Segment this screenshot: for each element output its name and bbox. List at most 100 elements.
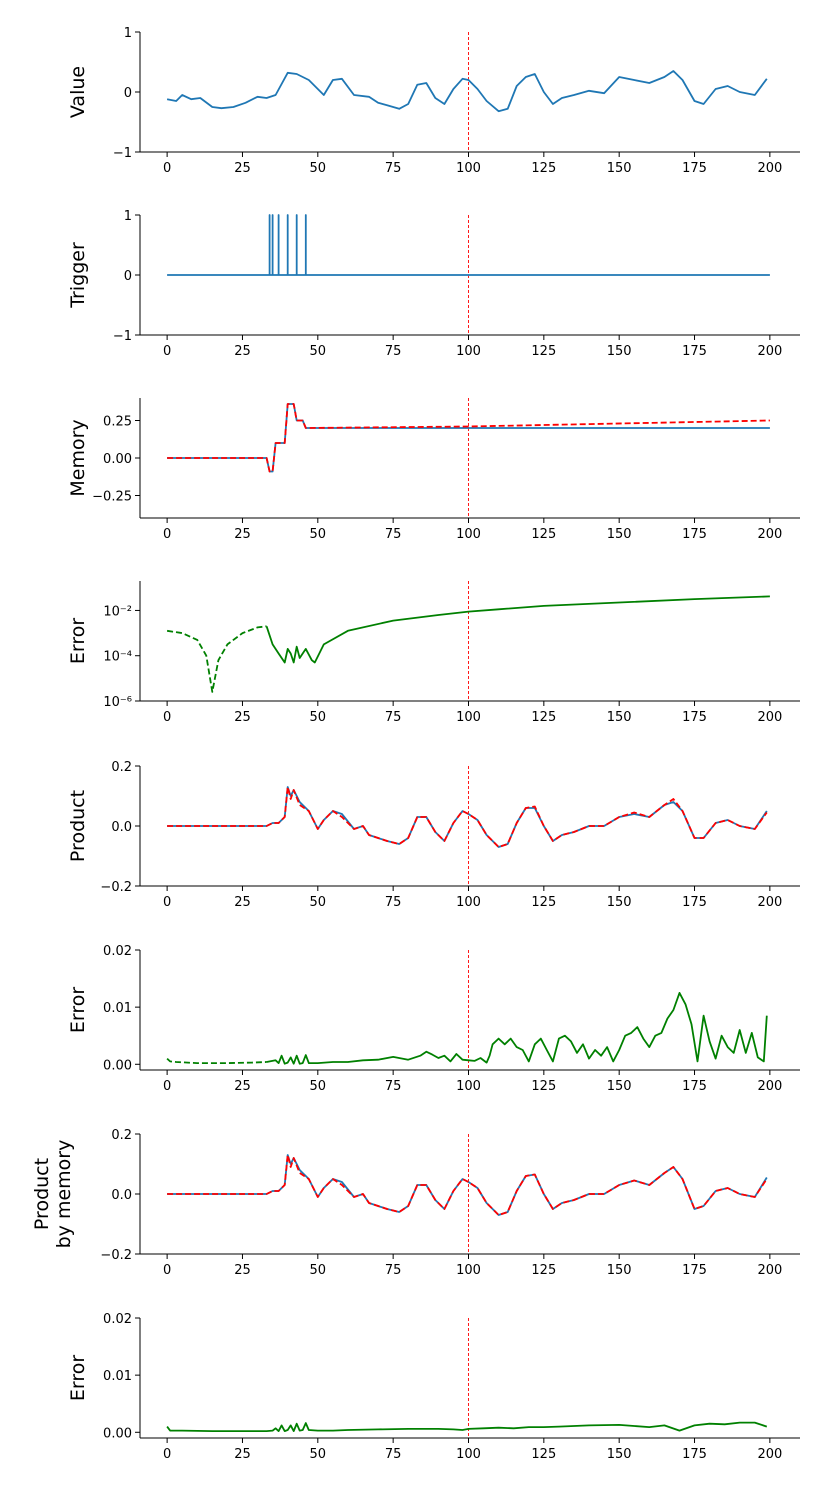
panel-trigger: 0 25 50 75 100 125 150 175 200 −1 0 1 Trigger [67, 209, 800, 359]
x-tick-label: 50 [310, 344, 327, 359]
y-axis-label: Product [67, 790, 89, 862]
x-tick-label: 125 [531, 710, 556, 725]
x-tick-label: 200 [757, 161, 782, 176]
x-tick-label: 200 [757, 1079, 782, 1094]
x-tick-label: 0 [163, 1079, 171, 1094]
x-tick-label: 150 [607, 344, 632, 359]
x-tick-label: 125 [531, 527, 556, 542]
x-tick-label: 200 [757, 1263, 782, 1278]
series-line-error-before [166, 1057, 267, 1064]
x-tick-label: 125 [531, 1263, 556, 1278]
x-tick-label: 25 [234, 710, 251, 725]
x-tick-label: 100 [456, 710, 481, 725]
y-tick-label: 0.2 [111, 760, 132, 775]
series-line-product-by-memory [167, 1154, 768, 1216]
x-tick-label: 0 [163, 1447, 171, 1462]
x-tick-label: 100 [456, 344, 481, 359]
panel-memory: 0 25 50 75 100 125 150 175 200 −0.25 0.00 0.25 Memor… [67, 398, 800, 542]
x-tick-label: 25 [234, 344, 251, 359]
y-tick-label: 0.2 [111, 1128, 132, 1143]
x-tick-label: 75 [385, 1263, 402, 1278]
y-tick-label: −1 [113, 329, 132, 344]
x-tick-label: 150 [607, 527, 632, 542]
series-line-trigger [167, 214, 770, 276]
x-tick-label: 150 [607, 710, 632, 725]
x-tick-label: 150 [607, 1263, 632, 1278]
y-tick-label: 10⁻⁶ [103, 695, 132, 710]
y-tick-label: 10⁻⁴ [103, 650, 132, 665]
series-line-error-after [265, 595, 770, 664]
x-tick-label: 100 [456, 161, 481, 176]
series-line-target [167, 1154, 768, 1216]
panel-product: 0 25 50 75 100 125 150 175 200 −0.2 0.0 0.2 Product [67, 760, 800, 910]
y-axis-label: Error [67, 1355, 89, 1402]
x-tick-label: 75 [385, 1079, 402, 1094]
x-tick-label: 100 [456, 895, 481, 910]
x-tick-label: 125 [531, 161, 556, 176]
x-tick-label: 175 [682, 1447, 707, 1462]
y-tick-label: 0.02 [103, 944, 132, 959]
x-tick-label: 175 [682, 527, 707, 542]
x-tick-label: 175 [682, 161, 707, 176]
x-tick-label: 175 [682, 895, 707, 910]
y-tick-label: 10⁻² [103, 604, 132, 619]
series-line-target [167, 403, 770, 473]
x-tick-label: 175 [682, 344, 707, 359]
x-tick-label: 125 [531, 1079, 556, 1094]
x-tick-label: 25 [234, 161, 251, 176]
x-tick-label: 0 [163, 527, 171, 542]
y-tick-label: 0.0 [111, 820, 132, 835]
x-tick-label: 0 [163, 710, 171, 725]
y-tick-label: 0.0 [111, 1188, 132, 1203]
x-tick-label: 75 [385, 1447, 402, 1462]
y-tick-label: 1 [124, 209, 132, 224]
x-tick-label: 50 [310, 1263, 327, 1278]
x-tick-label: 50 [310, 895, 327, 910]
y-tick-label: 0 [124, 269, 132, 284]
series-line-value [166, 70, 768, 113]
x-tick-label: 100 [456, 1079, 481, 1094]
x-tick-label: 150 [607, 1447, 632, 1462]
y-tick-label: 0.00 [103, 1426, 132, 1441]
panel-value: 0 25 50 75 100 125 150 175 200 −1 0 1 Value [67, 26, 800, 176]
x-tick-label: 25 [234, 895, 251, 910]
x-tick-label: 75 [385, 527, 402, 542]
y-tick-label: 0.00 [103, 1058, 132, 1073]
y-axis-label: Memory [67, 419, 89, 496]
y-tick-label: 0.25 [103, 415, 132, 430]
x-tick-label: 150 [607, 895, 632, 910]
panel-product-memory: 0 25 50 75 100 125 150 175 200 −0.2 0.0 0.2 Product b… [31, 1128, 800, 1278]
y-tick-label: −0.2 [100, 1248, 132, 1263]
x-tick-label: 100 [456, 1447, 481, 1462]
y-axis-label: Error [67, 618, 89, 665]
y-tick-label: 1 [124, 26, 132, 41]
panel-error2: 0 25 50 75 100 125 150 175 200 0.00 0.01 0.02 Error [67, 944, 800, 1094]
x-tick-label: 100 [456, 527, 481, 542]
x-tick-label: 0 [163, 161, 171, 176]
x-tick-label: 75 [385, 710, 402, 725]
x-tick-label: 150 [607, 1079, 632, 1094]
series-line-error-before [166, 625, 267, 693]
x-tick-label: 50 [310, 710, 327, 725]
x-tick-label: 25 [234, 527, 251, 542]
y-tick-label: 0.01 [103, 1001, 132, 1016]
y-axis-label: Error [67, 987, 89, 1034]
x-tick-label: 125 [531, 1447, 556, 1462]
y-axis-label: Value [67, 66, 89, 118]
panel-error1: 0 25 50 75 100 125 150 175 200 10⁻⁶ 10⁻⁴ 10⁻² Error [67, 581, 800, 725]
x-tick-label: 200 [757, 710, 782, 725]
y-axis-label: by memory [53, 1140, 75, 1249]
y-tick-label: −0.25 [92, 490, 132, 505]
x-tick-label: 200 [757, 527, 782, 542]
series-line-target [167, 786, 768, 848]
y-tick-label: −0.2 [100, 880, 132, 895]
x-tick-label: 125 [531, 895, 556, 910]
y-axis-label: Trigger [67, 242, 89, 309]
y-tick-label: 0.01 [103, 1369, 132, 1384]
series-line-error [166, 1421, 768, 1432]
x-tick-label: 150 [607, 161, 632, 176]
x-tick-label: 75 [385, 161, 402, 176]
x-tick-label: 100 [456, 1263, 481, 1278]
y-tick-label: −1 [113, 146, 132, 161]
